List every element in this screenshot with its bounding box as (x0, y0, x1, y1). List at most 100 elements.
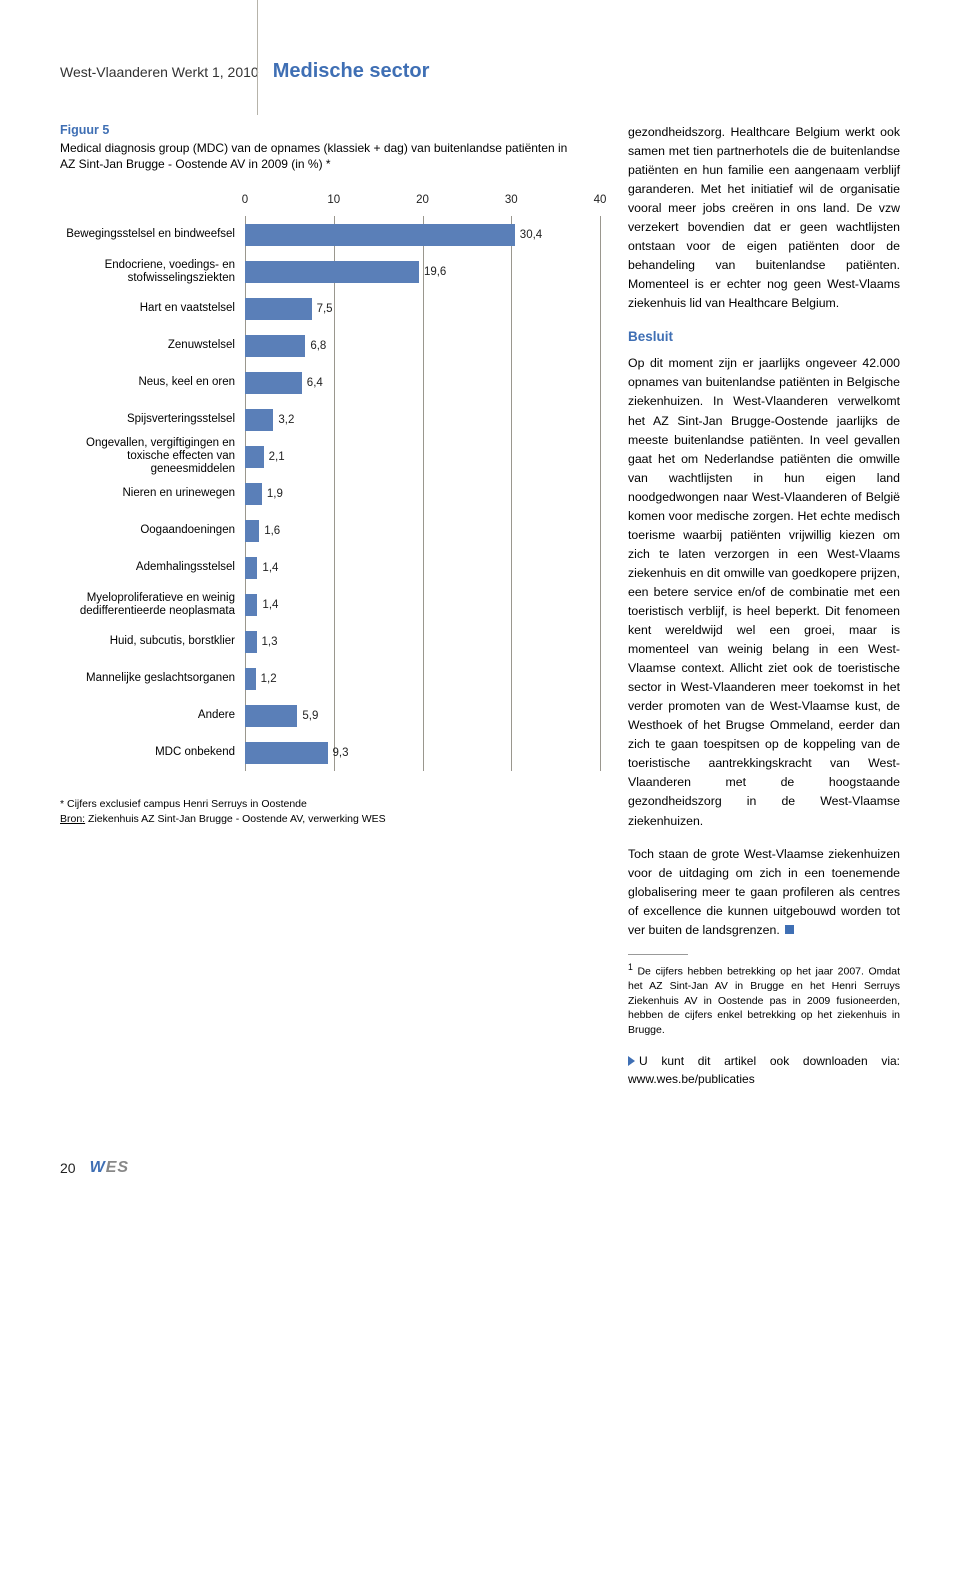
chart-category-label: Spijsverteringsstelsel (60, 413, 245, 426)
chart-category-label: Ademhalingsstelsel (60, 561, 245, 574)
chart-bar (245, 483, 262, 505)
chart-bar (245, 224, 515, 246)
chart-bar-cell: 9,3 (245, 734, 600, 771)
xtick: 30 (505, 194, 518, 206)
chart-bar-cell: 1,4 (245, 586, 600, 623)
chart-bar-cell: 7,5 (245, 290, 600, 327)
body-p3: Toch staan de grote West-Vlaamse ziekenh… (628, 845, 900, 940)
header-right: Medische sector (273, 60, 430, 83)
chart-bar-cell: 1,4 (245, 549, 600, 586)
chart-bar-cell: 1,9 (245, 475, 600, 512)
header-rule (257, 0, 258, 115)
chart-value-label: 6,8 (310, 340, 326, 352)
footnote-source-label: Bron: (60, 813, 85, 825)
chart-bar (245, 372, 302, 394)
chart: 010203040 Bewegingsstelsel en bindweefse… (60, 194, 600, 771)
download-line: U kunt dit artikel ook downloaden via: w… (628, 1052, 900, 1089)
chart-row: Mannelijke geslachtsorganen 1,2 (60, 660, 600, 697)
chart-row: Spijsverteringsstelsel 3,2 (60, 401, 600, 438)
chart-value-label: 1,9 (267, 488, 283, 500)
chart-category-label: Nieren en urinewegen (60, 487, 245, 500)
chart-value-label: 19,6 (424, 266, 446, 278)
chart-bar-cell: 3,2 (245, 401, 600, 438)
chart-row: MDC onbekend 9,3 (60, 734, 600, 771)
chart-row: Ongevallen, vergiftigingen en toxische e… (60, 438, 600, 475)
chart-value-label: 9,3 (333, 747, 349, 759)
footnote-source: Ziekenhuis AZ Sint-Jan Brugge - Oostende… (85, 813, 386, 825)
left-column: Figuur 5 Medical diagnosis group (MDC) v… (60, 123, 600, 1089)
end-square-icon (785, 925, 794, 934)
chart-bar (245, 594, 257, 616)
header-left: West-Vlaanderen Werkt 1, 2010 (60, 64, 259, 80)
chart-bar (245, 409, 273, 431)
chart-row: Bewegingsstelsel en bindweefsel 30,4 (60, 216, 600, 253)
page-footer: 20 WES (60, 1159, 900, 1177)
chart-value-label: 5,9 (302, 710, 318, 722)
chart-category-label: MDC onbekend (60, 746, 245, 759)
chart-value-label: 1,2 (261, 673, 277, 685)
chart-bar (245, 631, 257, 653)
wes-logo: WES (90, 1159, 129, 1177)
chart-category-label: Andere (60, 709, 245, 722)
xtick: 40 (594, 194, 607, 206)
chart-bar-cell: 2,1 (245, 438, 600, 475)
chart-bar-cell: 1,6 (245, 512, 600, 549)
page-header: West-Vlaanderen Werkt 1, 2010 Medische s… (60, 60, 900, 83)
xtick: 0 (242, 194, 248, 206)
footnote-1: 1 De cijfers hebben betrekking op het ja… (628, 961, 900, 1038)
footnote-star: * Cijfers exclusief campus Henri Serruys… (60, 797, 600, 812)
chart-bar (245, 335, 305, 357)
chart-category-label: Mannelijke geslachtsorganen (60, 672, 245, 685)
chart-bar (245, 261, 419, 283)
chart-bar (245, 668, 256, 690)
chart-bar-cell: 6,4 (245, 364, 600, 401)
figure-caption: Medical diagnosis group (MDC) van de opn… (60, 140, 580, 172)
body-p2: Op dit moment zijn er jaarlijks ongeveer… (628, 354, 900, 830)
page-number: 20 (60, 1160, 76, 1176)
chart-row: Ademhalingsstelsel 1,4 (60, 549, 600, 586)
chart-value-label: 1,6 (264, 525, 280, 537)
chart-bar (245, 298, 312, 320)
chart-row: Andere 5,9 (60, 697, 600, 734)
chart-xaxis: 010203040 (245, 194, 600, 212)
chart-bar (245, 705, 297, 727)
chart-bar (245, 520, 259, 542)
figure-footnote: * Cijfers exclusief campus Henri Serruys… (60, 797, 600, 826)
chart-category-label: Zenuwstelsel (60, 339, 245, 352)
xtick: 10 (327, 194, 340, 206)
gridline (600, 216, 601, 771)
chart-value-label: 1,3 (262, 636, 278, 648)
chart-value-label: 1,4 (262, 599, 278, 611)
chart-row: Neus, keel en oren6,4 (60, 364, 600, 401)
chart-row: Nieren en urinewegen 1,9 (60, 475, 600, 512)
chart-category-label: Huid, subcutis, borstklier (60, 635, 245, 648)
xtick: 20 (416, 194, 429, 206)
chart-category-label: Myeloproliferatieve en weinig dedifferen… (60, 592, 245, 618)
chart-row: Hart en vaatstelsel 7,5 (60, 290, 600, 327)
chart-value-label: 30,4 (520, 229, 542, 241)
chart-value-label: 1,4 (262, 562, 278, 574)
chart-row: Oogaandoeningen 1,6 (60, 512, 600, 549)
body-p1: gezondheidszorg. Healthcare Belgium werk… (628, 123, 900, 313)
right-column: gezondheidszorg. Healthcare Belgium werk… (628, 123, 900, 1089)
body-subhead: Besluit (628, 327, 900, 348)
chart-bar-cell: 1,2 (245, 660, 600, 697)
chart-bar (245, 557, 257, 579)
chart-value-label: 7,5 (317, 303, 333, 315)
chart-rows: Bewegingsstelsel en bindweefsel 30,4 Endoc… (60, 216, 600, 771)
chart-category-label: Neus, keel en oren (60, 376, 245, 389)
chart-row: Huid, subcutis, borstklier 1,3 (60, 623, 600, 660)
chart-category-label: Bewegingsstelsel en bindweefsel (60, 228, 245, 241)
chart-row: Endocriene, voedings- en stofwisselingsz… (60, 253, 600, 290)
chart-category-label: Oogaandoeningen (60, 524, 245, 537)
arrow-icon (628, 1056, 635, 1066)
figure-label: Figuur 5 (60, 123, 600, 137)
chart-bar-cell: 5,9 (245, 697, 600, 734)
chart-bar (245, 446, 264, 468)
chart-category-label: Hart en vaatstelsel (60, 302, 245, 315)
chart-value-label: 3,2 (278, 414, 294, 426)
chart-row: Zenuwstelsel 6,8 (60, 327, 600, 364)
chart-bar-cell: 6,8 (245, 327, 600, 364)
chart-category-label: Endocriene, voedings- en stofwisselingsz… (60, 259, 245, 285)
chart-bar-cell: 19,6 (245, 253, 600, 290)
